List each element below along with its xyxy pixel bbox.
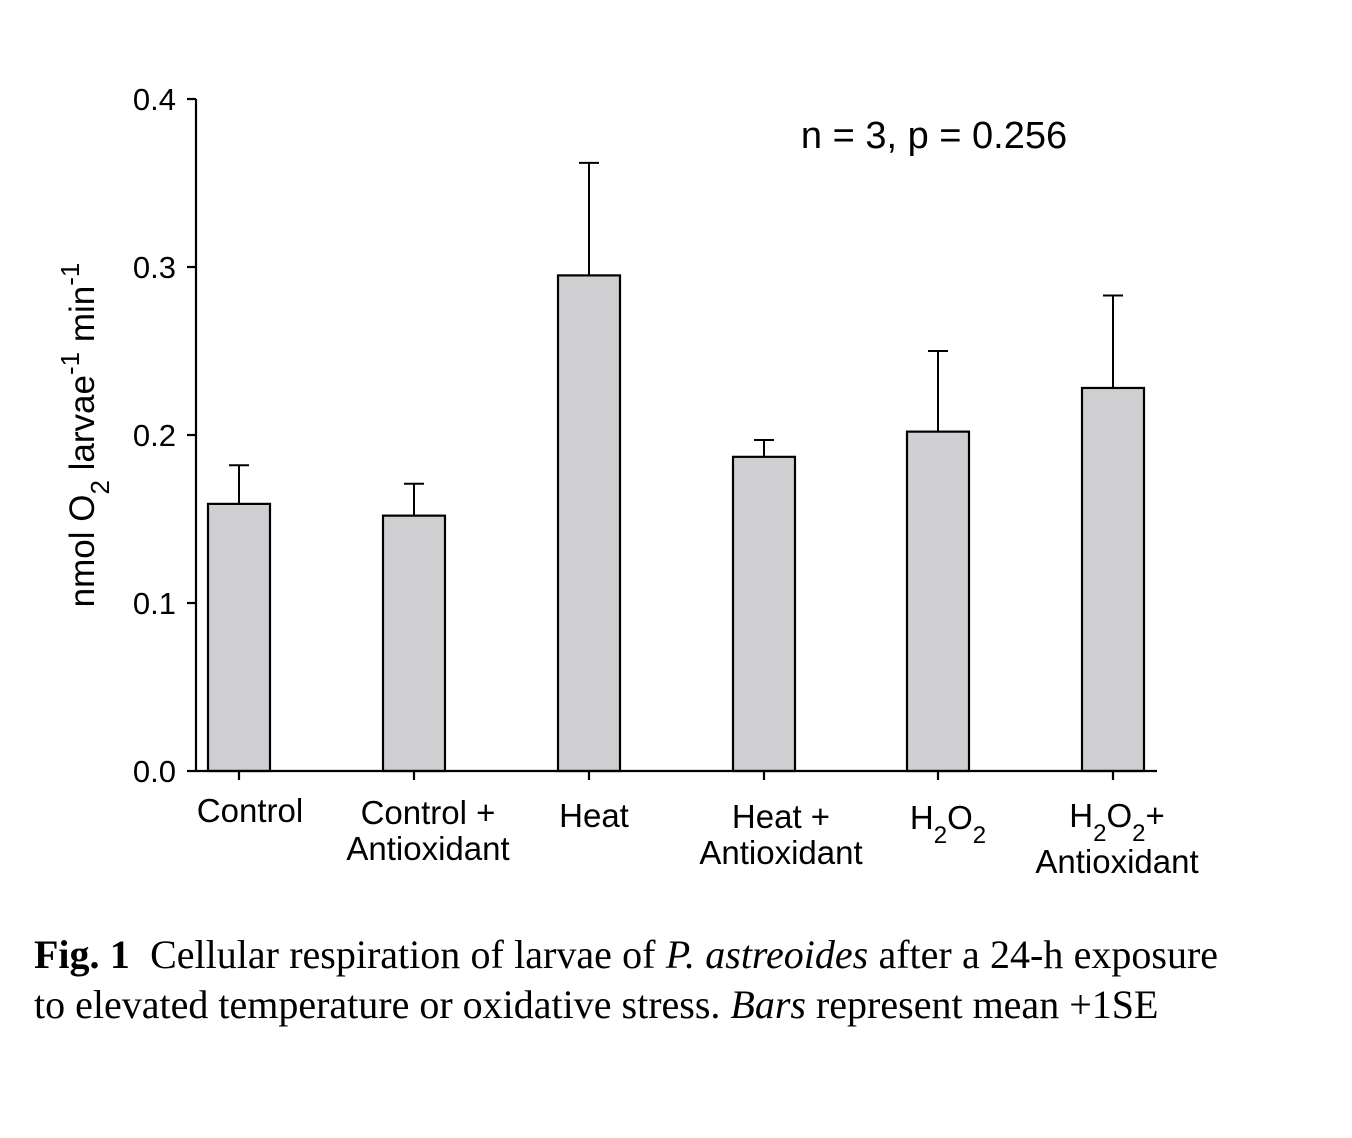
bar <box>381 514 447 773</box>
figure-caption: Fig. 1 Cellular respiration of larvae of… <box>34 930 1218 1030</box>
stats-annotation: n = 3, p = 0.256 <box>801 115 1067 157</box>
category-label: Antioxidant <box>346 830 509 867</box>
category-label: Heat + <box>732 798 830 835</box>
bar <box>905 430 971 773</box>
y-tick-label: 0.4 <box>133 82 176 117</box>
bar <box>1080 386 1146 773</box>
bar-chart: 0.00.10.20.30.4 Control Control +Antioxid… <box>55 82 1199 880</box>
species-name: P. astreoides <box>665 932 869 977</box>
category-label: H2O2+ <box>1069 797 1165 847</box>
category-label: Heat <box>559 797 629 834</box>
category-label: Control + <box>361 794 496 831</box>
caption-text-3: represent mean +1SE <box>805 982 1159 1027</box>
y-tick-label: 0.0 <box>133 754 176 789</box>
category-label: Control <box>197 792 303 829</box>
bars-word: Bars <box>730 982 806 1027</box>
bars <box>206 274 1146 773</box>
y-axis: 0.0 0.1 0.2 0.3 0.4 <box>133 82 198 789</box>
category-label: Antioxidant <box>699 834 862 871</box>
caption-text-1: Cellular respiration of larvae of <box>150 932 666 977</box>
bar <box>556 274 622 773</box>
bar <box>206 502 272 773</box>
category-label: Antioxidant <box>1035 843 1198 880</box>
y-axis-label: nmol O2 larvae-1 min-1 <box>55 263 115 608</box>
bar <box>731 455 797 773</box>
figure-label: Fig. 1 <box>34 932 130 977</box>
y-tick-label: 0.2 <box>133 418 176 453</box>
y-tick-label: 0.3 <box>133 250 176 285</box>
category-label: H2O2 <box>910 799 986 849</box>
error-bars <box>229 161 1123 516</box>
y-tick-label: 0.1 <box>133 586 176 621</box>
caption-text-2: after a 24-h exposure to elevated temper… <box>34 932 1219 1027</box>
x-axis <box>196 769 1157 780</box>
